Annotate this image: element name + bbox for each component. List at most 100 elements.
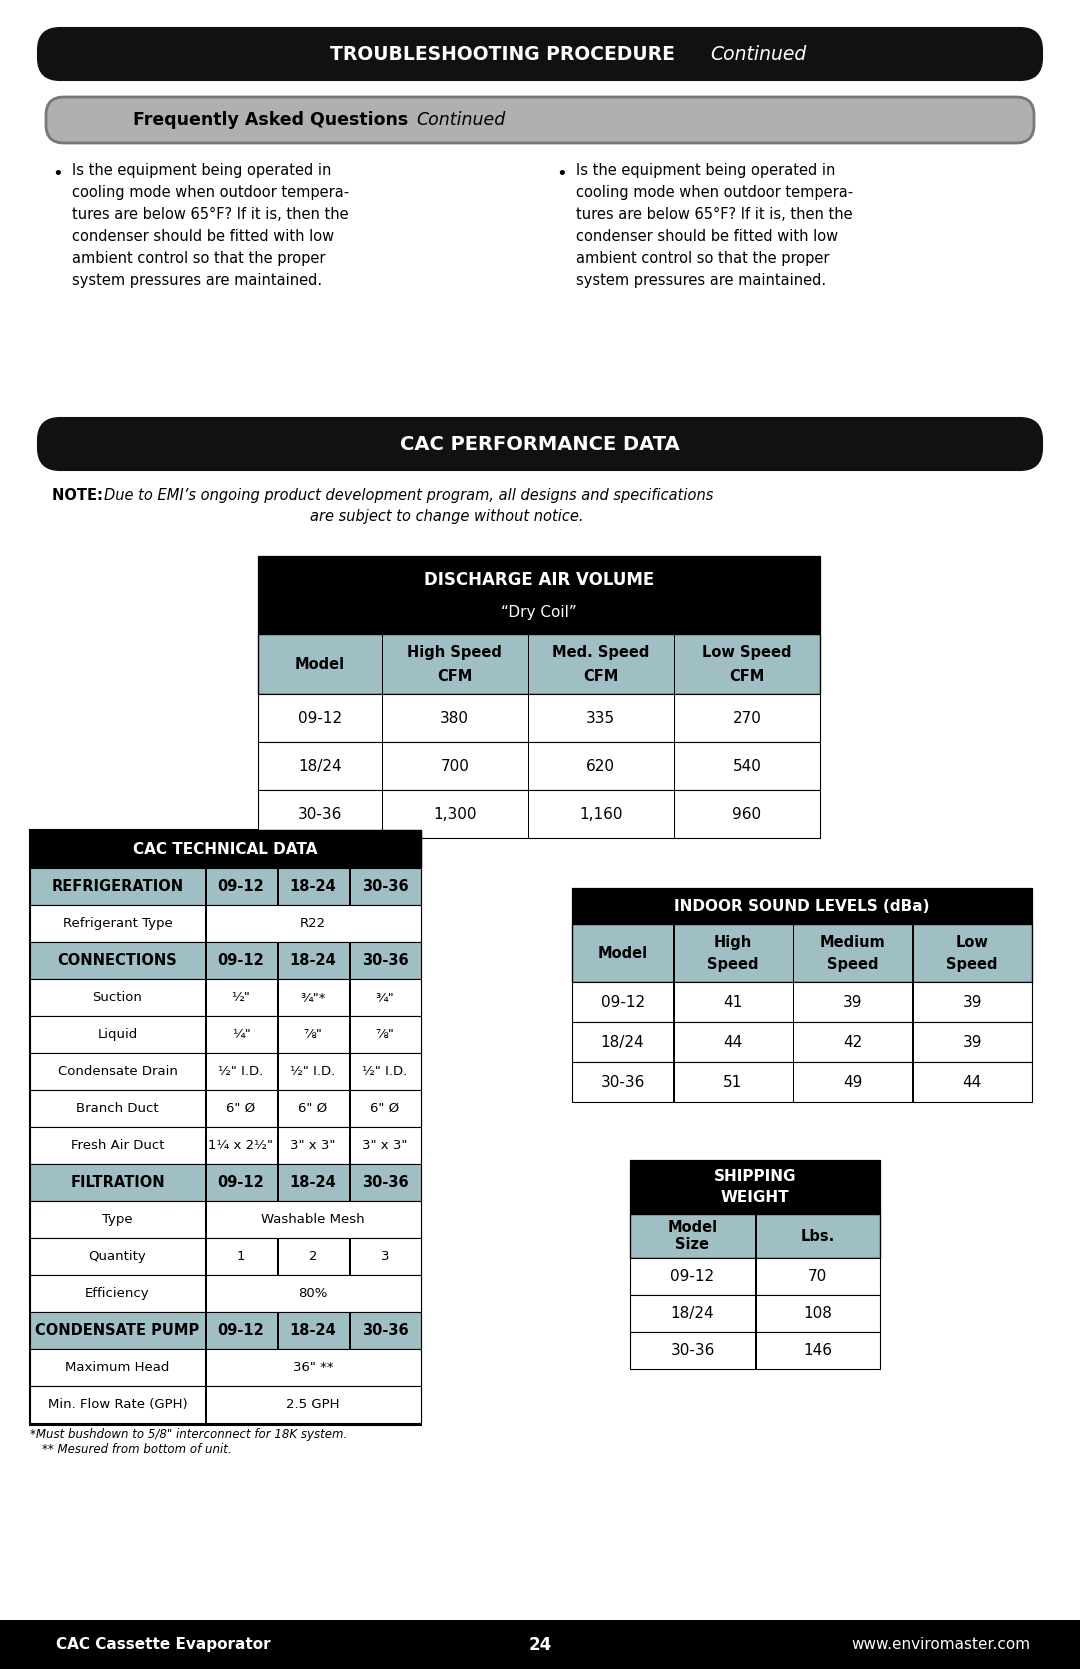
Text: Branch Duct: Branch Duct	[77, 1102, 159, 1115]
Text: Efficiency: Efficiency	[85, 1287, 150, 1300]
Text: 18/24: 18/24	[298, 758, 341, 773]
Text: *Must bushdown to 5/8" interconnect for 18K system.: *Must bushdown to 5/8" interconnect for …	[30, 1429, 348, 1440]
Bar	[630, 1213, 880, 1258]
Bar	[349, 980, 351, 1016]
Bar	[572, 925, 1032, 981]
Bar	[276, 1163, 279, 1202]
Text: 44: 44	[724, 1035, 743, 1050]
Text: Refrigerant Type: Refrigerant Type	[63, 916, 173, 930]
Bar	[630, 1160, 880, 1213]
Bar	[30, 829, 421, 868]
Bar	[276, 1238, 279, 1275]
Text: CAC PERFORMANCE DATA: CAC PERFORMANCE DATA	[400, 434, 680, 454]
Text: ¼": ¼"	[231, 1028, 251, 1041]
Text: Lbs.: Lbs.	[800, 1228, 835, 1243]
Text: 3" x 3": 3" x 3"	[291, 1138, 336, 1152]
Bar	[205, 868, 206, 905]
FancyBboxPatch shape	[46, 97, 1034, 144]
Text: 30-36: 30-36	[362, 880, 408, 895]
Bar	[673, 1061, 675, 1102]
Text: ½" I.D.: ½" I.D.	[218, 1065, 264, 1078]
Bar	[205, 1275, 206, 1312]
Text: Type: Type	[103, 1213, 133, 1227]
Bar	[673, 925, 675, 981]
Text: Due to EMI’s ongoing product development program, all designs and specifications: Due to EMI’s ongoing product development…	[104, 487, 714, 502]
FancyBboxPatch shape	[38, 28, 1042, 80]
Text: 335: 335	[586, 711, 616, 726]
Bar	[528, 743, 529, 789]
Text: 380: 380	[441, 711, 469, 726]
Text: ambient control so that the proper: ambient control so that the proper	[576, 250, 829, 265]
Text: Fresh Air Duct: Fresh Air Duct	[71, 1138, 164, 1152]
Bar	[30, 1275, 421, 1312]
Text: 09-12: 09-12	[218, 1324, 265, 1339]
Text: 49: 49	[842, 1075, 862, 1090]
Text: 24: 24	[528, 1636, 552, 1654]
Text: ¾": ¾"	[376, 991, 394, 1005]
Text: 80%: 80%	[298, 1287, 327, 1300]
Text: Speed: Speed	[946, 956, 998, 971]
Bar	[30, 941, 421, 980]
Bar	[276, 1127, 279, 1163]
Bar	[30, 1016, 421, 1053]
Bar	[630, 1332, 880, 1369]
Text: CFM: CFM	[729, 669, 765, 684]
Bar	[913, 925, 914, 981]
Text: Washable Mesh: Washable Mesh	[261, 1213, 365, 1227]
Text: 09-12: 09-12	[298, 711, 342, 726]
Bar	[30, 1312, 421, 1349]
FancyBboxPatch shape	[38, 417, 1042, 471]
Bar	[572, 888, 1032, 925]
Bar	[276, 1090, 279, 1127]
Text: 6" Ø: 6" Ø	[370, 1102, 400, 1115]
Text: Is the equipment being operated in: Is the equipment being operated in	[72, 164, 332, 179]
Text: INDOOR SOUND LEVELS (dBa): INDOOR SOUND LEVELS (dBa)	[674, 898, 930, 913]
Text: FILTRATION: FILTRATION	[70, 1175, 165, 1190]
Text: High: High	[714, 935, 752, 950]
Text: Condensate Drain: Condensate Drain	[57, 1065, 177, 1078]
Text: NOTE:: NOTE:	[52, 487, 108, 502]
Text: 1,300: 1,300	[433, 806, 476, 821]
Bar	[913, 1021, 914, 1061]
Bar	[30, 1349, 421, 1385]
Text: “Dry Coil”: “Dry Coil”	[501, 604, 577, 619]
Text: Speed: Speed	[827, 956, 878, 971]
Text: 18-24: 18-24	[289, 1175, 336, 1190]
Text: Frequently Asked Questions: Frequently Asked Questions	[133, 112, 414, 129]
Text: 540: 540	[732, 758, 761, 773]
Text: TROUBLESHOOTING PROCEDURE: TROUBLESHOOTING PROCEDURE	[330, 45, 681, 63]
Bar	[755, 1213, 756, 1258]
Text: CFM: CFM	[437, 669, 472, 684]
Bar	[205, 941, 206, 980]
Bar	[674, 743, 675, 789]
Bar	[205, 1202, 206, 1238]
Text: cooling mode when outdoor tempera-: cooling mode when outdoor tempera-	[576, 185, 853, 200]
Bar	[30, 1385, 421, 1424]
Text: cooling mode when outdoor tempera-: cooling mode when outdoor tempera-	[72, 185, 349, 200]
Text: tures are below 65°F? If it is, then the: tures are below 65°F? If it is, then the	[72, 207, 349, 222]
Text: Min. Flow Rate (GPH): Min. Flow Rate (GPH)	[48, 1399, 187, 1410]
Text: Low: Low	[956, 935, 988, 950]
Text: Continued: Continued	[416, 112, 505, 129]
Text: 3: 3	[381, 1250, 389, 1263]
Text: DISCHARGE AIR VOLUME: DISCHARGE AIR VOLUME	[423, 571, 654, 589]
Text: Model: Model	[597, 946, 648, 960]
Text: system pressures are maintained.: system pressures are maintained.	[72, 274, 322, 289]
Bar	[381, 634, 383, 694]
Text: tures are below 65°F? If it is, then the: tures are below 65°F? If it is, then the	[576, 207, 852, 222]
Text: Size: Size	[675, 1237, 710, 1252]
Text: 3" x 3": 3" x 3"	[362, 1138, 407, 1152]
Bar	[205, 980, 206, 1016]
Bar	[349, 1016, 351, 1053]
Text: ¾"*: ¾"*	[300, 991, 326, 1005]
Text: 18-24: 18-24	[289, 880, 336, 895]
Bar	[528, 634, 529, 694]
Text: CAC Cassette Evaporator: CAC Cassette Evaporator	[56, 1637, 271, 1652]
Bar	[30, 1090, 421, 1127]
Bar	[205, 905, 206, 941]
Bar	[30, 980, 421, 1016]
Text: 18/24: 18/24	[600, 1035, 645, 1050]
Text: 2: 2	[309, 1250, 318, 1263]
Text: Liquid: Liquid	[97, 1028, 137, 1041]
Bar	[572, 981, 1032, 1021]
